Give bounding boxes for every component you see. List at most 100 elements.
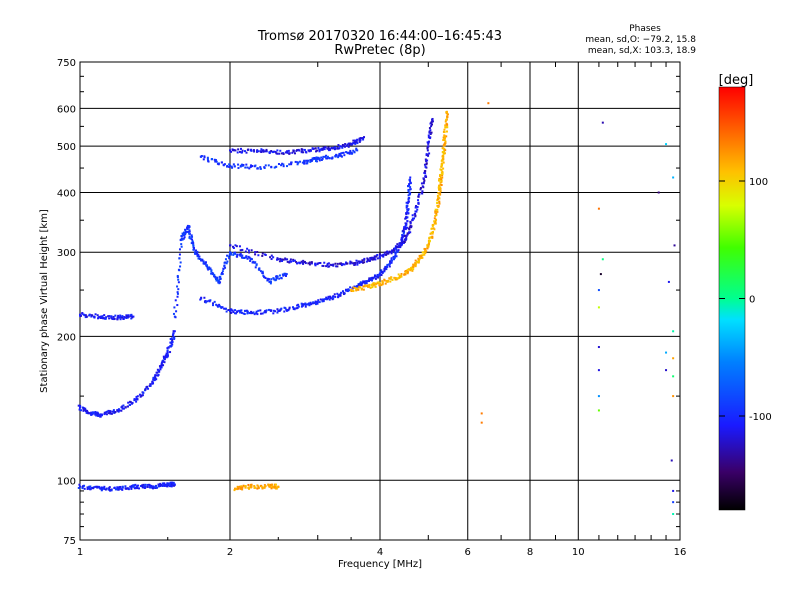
data-point: [442, 139, 445, 142]
data-point: [95, 414, 98, 417]
data-point: [412, 263, 415, 266]
data-point: [328, 157, 331, 160]
data-point: [151, 485, 154, 488]
x-axis-label: Frequency [MHz]: [338, 559, 422, 570]
data-point: [216, 276, 219, 279]
data-point: [302, 151, 305, 154]
data-point: [439, 187, 442, 190]
data-point: [254, 251, 257, 254]
data-point: [239, 253, 242, 256]
data-point: [84, 409, 87, 412]
data-point: [170, 344, 173, 347]
data-point: [220, 306, 223, 309]
data-point: [296, 149, 299, 152]
data-point: [229, 149, 231, 152]
data-point: [670, 459, 673, 462]
data-point: [417, 202, 420, 205]
data-point: [165, 355, 168, 358]
data-point: [288, 163, 291, 166]
data-point: [202, 158, 205, 161]
data-point: [135, 395, 138, 398]
data-point: [357, 288, 360, 291]
data-point: [399, 246, 402, 249]
data-point: [167, 346, 170, 349]
data-point: [198, 257, 201, 260]
data-point: [261, 149, 264, 152]
data-point: [281, 162, 284, 165]
data-point: [400, 274, 403, 277]
data-point: [132, 315, 135, 318]
data-point: [224, 266, 227, 269]
data-point: [322, 155, 325, 158]
data-point: [177, 268, 180, 271]
data-point: [193, 251, 196, 254]
data-point: [106, 410, 109, 413]
data-point: [293, 259, 296, 262]
data-point: [215, 160, 218, 163]
data-point: [327, 146, 330, 149]
data-point: [444, 140, 447, 143]
data-point: [408, 193, 411, 196]
data-point: [318, 159, 321, 162]
data-point: [122, 404, 125, 407]
data-point: [78, 408, 81, 411]
data-point: [108, 486, 111, 489]
data-point: [155, 374, 158, 377]
data-point: [409, 269, 412, 272]
data-point: [368, 259, 371, 262]
x-tick-label: 6: [465, 547, 471, 558]
data-point: [404, 234, 407, 237]
data-point: [83, 487, 86, 490]
data-point: [356, 138, 359, 141]
data-point: [99, 413, 102, 416]
data-point: [230, 150, 233, 153]
data-point: [219, 276, 222, 279]
data-point: [91, 411, 94, 414]
data-point: [228, 163, 231, 166]
data-point: [397, 244, 400, 247]
data-point: [401, 233, 404, 236]
data-point: [307, 262, 310, 265]
data-point: [264, 164, 267, 167]
data-point: [240, 163, 243, 166]
data-point: [265, 150, 268, 153]
data-point: [277, 310, 280, 313]
data-point: [325, 154, 328, 157]
colorbar-label: [deg]: [719, 73, 754, 88]
data-point: [407, 188, 410, 191]
data-point: [123, 316, 126, 319]
data-point: [166, 485, 169, 488]
colorbar-tick-label: -100: [749, 412, 772, 423]
data-point: [302, 303, 305, 306]
data-point: [427, 142, 430, 145]
data-point: [133, 484, 136, 487]
data-point: [440, 179, 443, 182]
data-point: [83, 314, 86, 317]
data-point: [480, 421, 483, 424]
data-point: [219, 281, 222, 284]
data-point: [213, 274, 216, 277]
data-point: [445, 110, 448, 113]
data-point: [409, 188, 412, 191]
data-point: [84, 314, 87, 317]
data-point: [278, 274, 281, 277]
data-point: [254, 486, 257, 489]
data-point: [384, 253, 387, 256]
data-point: [232, 246, 235, 249]
data-point: [81, 487, 84, 490]
data-point: [405, 269, 408, 272]
data-point: [423, 163, 426, 166]
data-point: [417, 199, 420, 202]
data-point: [327, 295, 330, 298]
data-point: [288, 307, 291, 310]
data-point: [233, 165, 236, 168]
data-point: [342, 291, 345, 294]
data-point: [153, 378, 156, 381]
data-point: [218, 303, 221, 306]
data-point: [93, 315, 96, 318]
data-point: [240, 151, 243, 154]
data-point: [337, 296, 340, 299]
data-point: [135, 397, 138, 400]
data-point: [186, 227, 189, 230]
data-point: [240, 311, 243, 314]
